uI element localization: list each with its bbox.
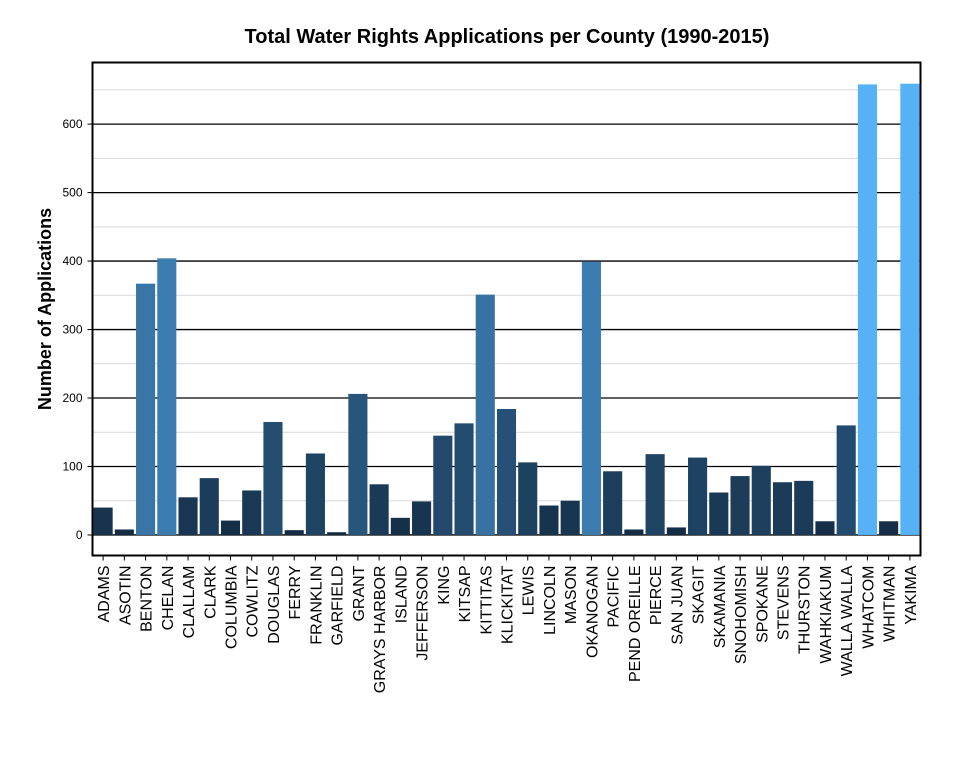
bar-pierce (645, 454, 665, 535)
x-tick-label: COWLITZ (245, 565, 262, 637)
bar-kitsap (454, 423, 474, 535)
bar-lincoln (539, 505, 559, 535)
bar-stevens (772, 482, 793, 535)
bar-skamania (709, 492, 729, 535)
bar-franklin (305, 453, 325, 535)
y-tick-label: 200 (62, 391, 82, 405)
x-tick-label: STEVENS (776, 566, 793, 641)
bar-skagit (688, 457, 708, 535)
x-tick-label: COLUMBIA (224, 565, 241, 649)
bar-lewis (518, 462, 538, 535)
y-axis-ticks: 0 100 200 300 400 500 600 (62, 117, 93, 542)
x-tick-label: LEWIS (521, 566, 538, 616)
bar-cowlitz (242, 490, 262, 535)
x-tick-label: SAN JUAN (669, 566, 686, 645)
y-axis-label: Number of Applications (35, 208, 55, 410)
bar-chelan (157, 258, 177, 535)
bar-san-juan (666, 527, 686, 535)
x-tick-label: WHATCOM (860, 566, 877, 649)
bar-benton (136, 283, 156, 535)
bar-wahkiakum (815, 521, 835, 535)
x-tick-label: SPOKANE (754, 566, 771, 643)
x-tick-label: FERRY (287, 565, 304, 619)
x-tick-label: KLICKITAT (500, 565, 517, 644)
bar-columbia (220, 520, 241, 535)
y-tick-label: 0 (76, 528, 83, 542)
bars (93, 83, 920, 535)
x-tick-label: SKAMANIA (712, 565, 729, 648)
x-tick-label: KITSAP (457, 566, 474, 623)
y-tick-label: 400 (62, 254, 82, 268)
y-tick-label: 600 (62, 117, 82, 131)
y-tick-label: 300 (62, 323, 82, 337)
bar-grant (348, 393, 368, 535)
bar-klickitat (496, 408, 517, 535)
bar-whitman (879, 521, 899, 535)
bar-walla-walla (836, 425, 856, 535)
x-tick-label: CLALLAM (181, 566, 198, 639)
bar-adams (93, 507, 113, 535)
x-tick-label: PACIFIC (606, 566, 623, 628)
y-tick-label: 500 (62, 186, 82, 200)
bar-king (433, 435, 453, 535)
x-tick-label: ASOTIN (117, 566, 134, 626)
x-tick-label: ISLAND (393, 566, 410, 624)
x-tick-label: LINCOLN (542, 566, 559, 635)
bar-garfield (327, 532, 347, 535)
x-tick-label: WHITMAN (882, 566, 899, 642)
x-axis-ticks: ADAMS ASOTIN BENTON CHELAN CLALLAM CLARK COLUM… (96, 555, 920, 694)
bar-pend-oreille (624, 529, 644, 535)
bar-thurston (794, 480, 814, 535)
x-tick-label: GRAYS HARBOR (372, 566, 389, 694)
x-tick-label: PEND OREILLE (627, 566, 644, 682)
x-tick-label: PIERCE (648, 566, 665, 626)
x-tick-label: SNOHOMISH (733, 566, 750, 665)
minor-gridlines (92, 89, 921, 502)
x-tick-label: GARFIELD (330, 566, 347, 646)
x-tick-label: FRANKLIN (308, 566, 325, 645)
x-tick-label: BENTON (139, 566, 156, 632)
bar-asotin (114, 529, 134, 535)
bar-kittitas (475, 294, 495, 535)
bar-grays-harbor (369, 484, 389, 535)
bar-okanogan (581, 261, 601, 535)
bar-clallam (178, 497, 198, 535)
x-tick-label: KING (436, 566, 453, 605)
bar-whatcom (857, 84, 877, 535)
bar-snohomish (730, 476, 750, 535)
bar-douglas (263, 421, 283, 535)
chart-title: Total Water Rights Applications per Coun… (245, 26, 770, 48)
x-tick-label: JEFFERSON (415, 566, 432, 661)
bar-ferry (284, 530, 304, 535)
bar-clark (199, 478, 219, 535)
x-tick-label: GRANT (351, 565, 368, 621)
bar-yakima (900, 83, 920, 535)
x-tick-label: ADAMS (96, 566, 113, 623)
x-tick-label: CHELAN (160, 566, 177, 631)
bar-mason (560, 500, 580, 535)
x-tick-label: KITTITAS (478, 566, 495, 635)
bar-island (390, 517, 410, 535)
x-tick-label: DOUGLAS (266, 566, 283, 644)
x-tick-label: CLARK (202, 565, 219, 619)
y-tick-label: 100 (62, 459, 82, 473)
x-tick-label: THURSTON (797, 566, 814, 655)
x-tick-label: OKANOGAN (584, 566, 601, 658)
x-tick-label: SKAGIT (691, 565, 708, 624)
x-tick-label: WAHKIAKUM (818, 566, 835, 664)
bar-spokane (751, 465, 771, 535)
bar-pacific (603, 471, 623, 535)
bar-jefferson (412, 501, 432, 535)
x-tick-label: YAKIMA (903, 565, 920, 625)
x-tick-label: MASON (563, 566, 580, 625)
x-tick-label: WALLA WALLA (839, 565, 856, 676)
